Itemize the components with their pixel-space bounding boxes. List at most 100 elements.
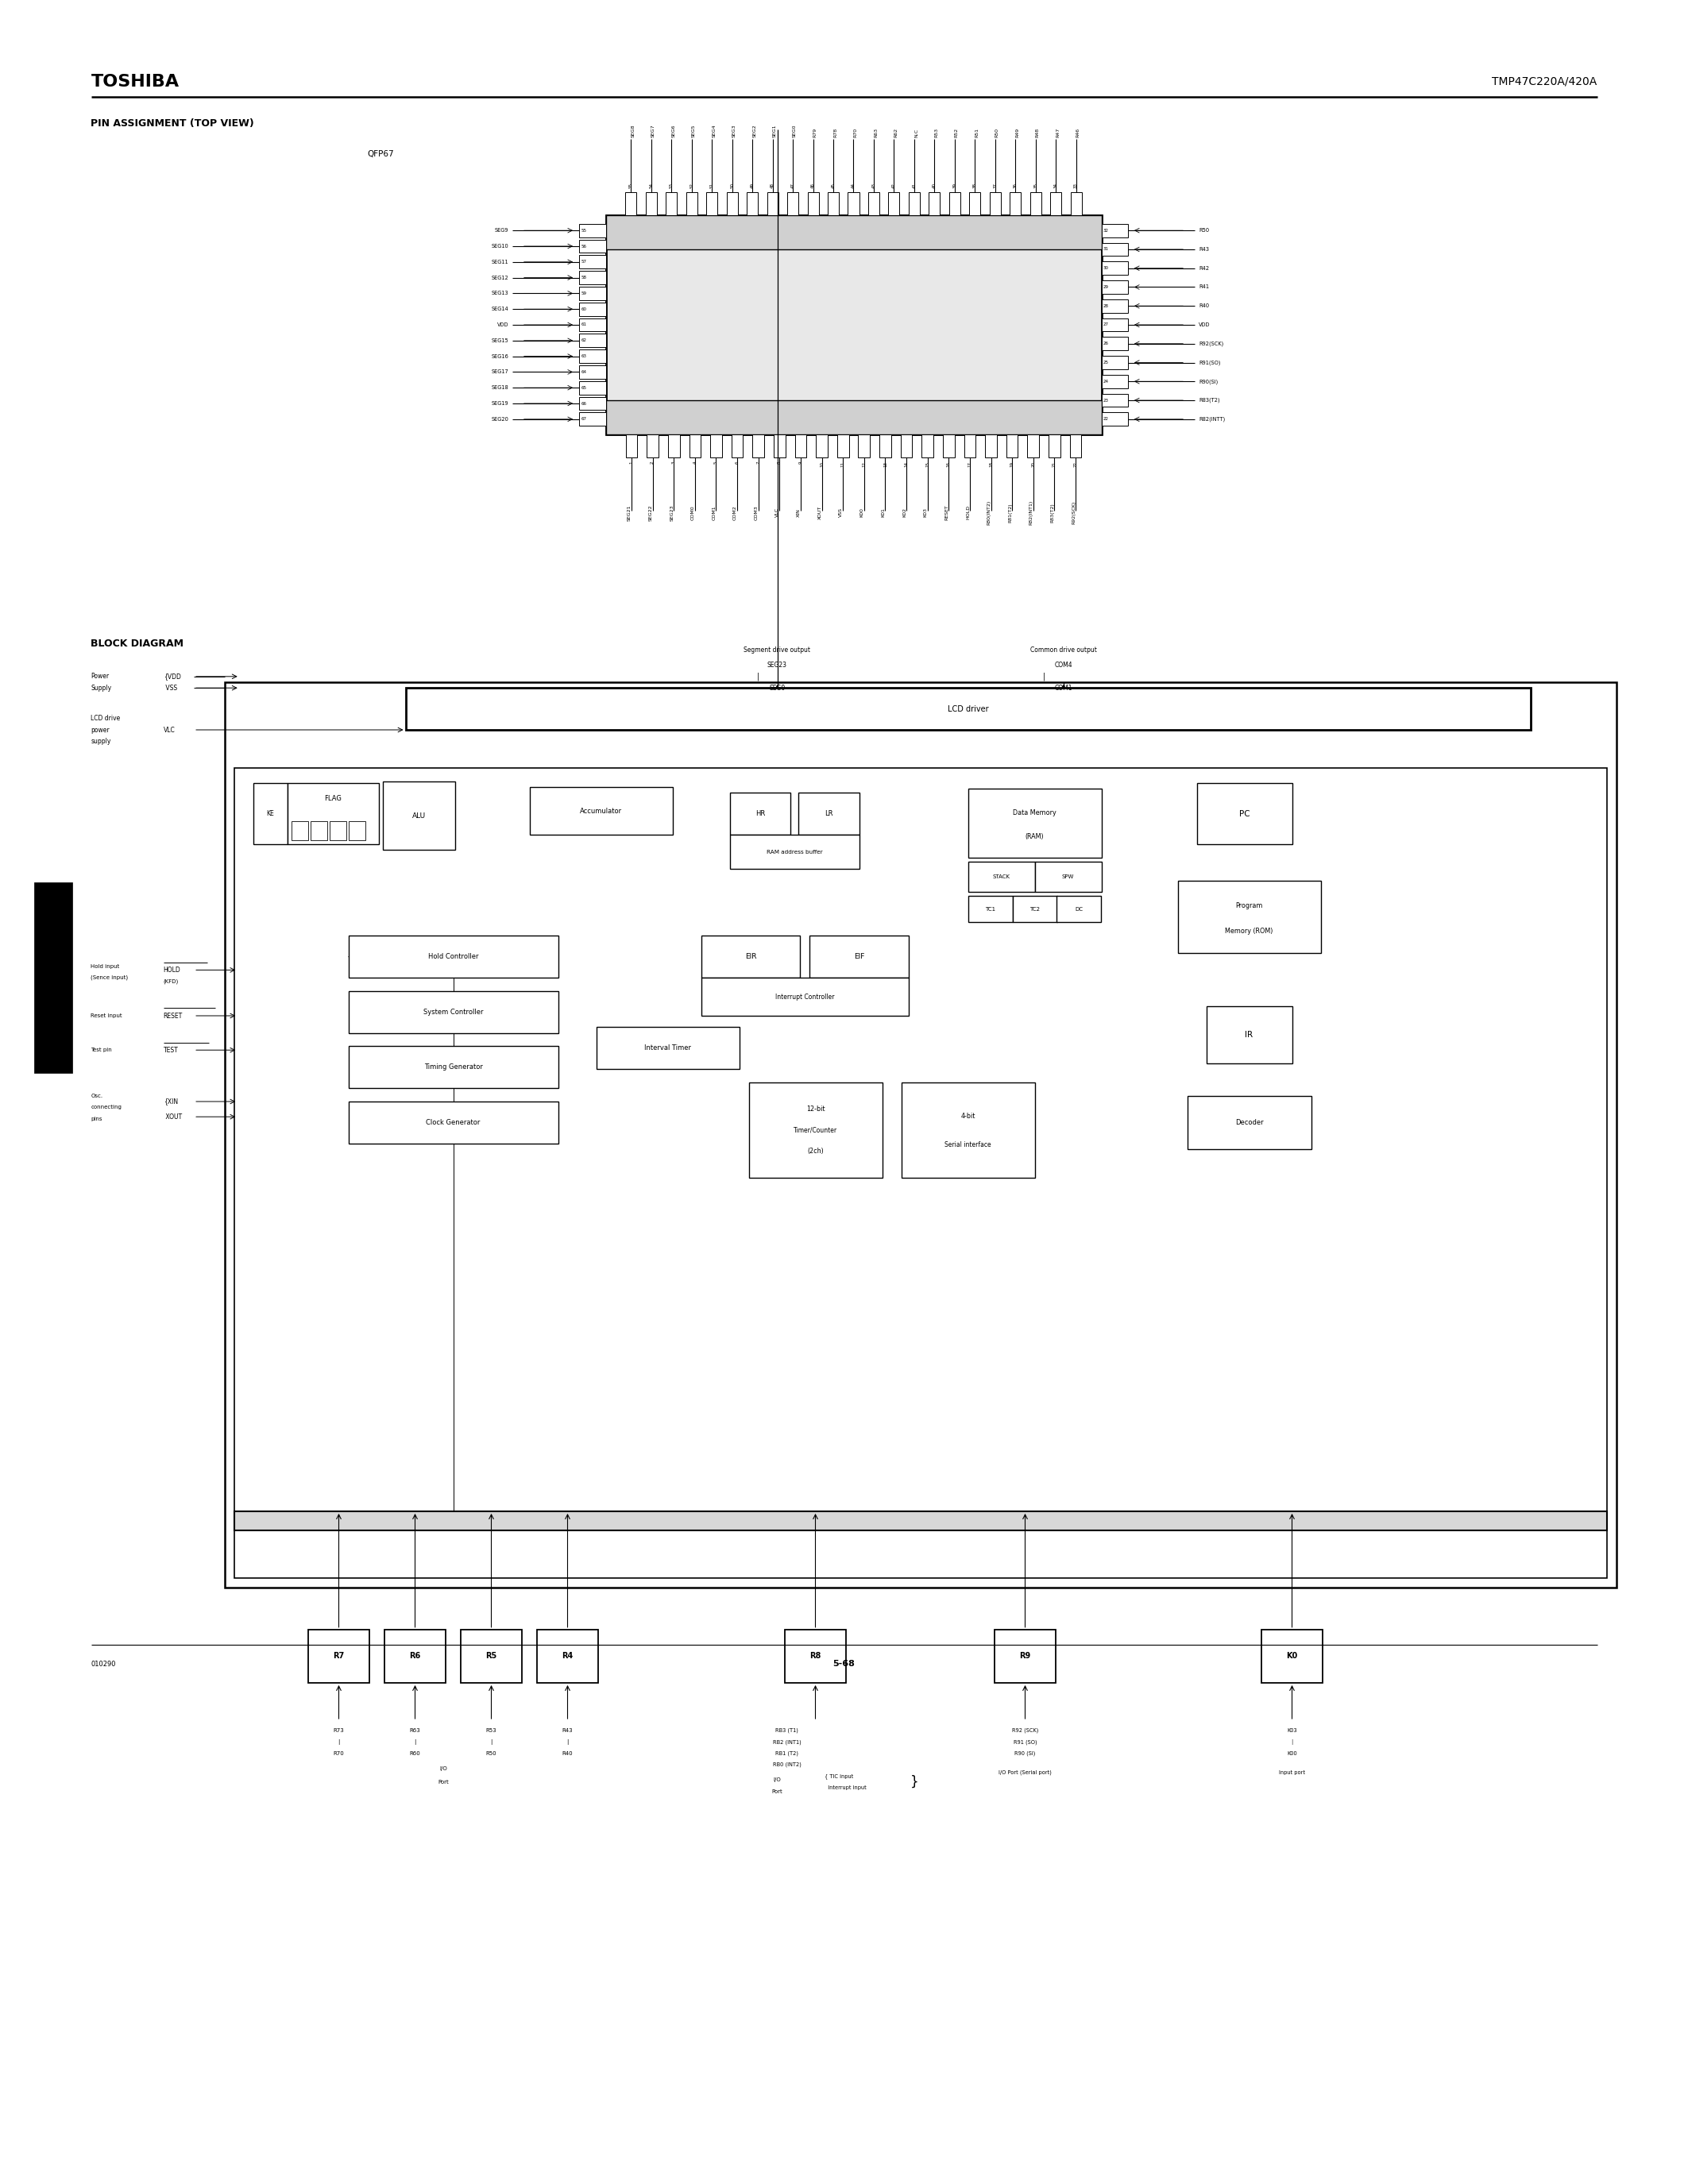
Bar [1009,192,1021,216]
Text: VSS: VSS [839,509,842,518]
Text: SEG19: SEG19 [491,402,508,406]
Text: |: | [490,1738,493,1745]
Bar [385,1629,446,1684]
Bar [706,192,717,216]
Text: 39: 39 [952,183,957,188]
Text: 36: 36 [1013,183,1018,188]
Text: VDD: VDD [1198,323,1210,328]
Bar [795,435,807,456]
Text: 56: 56 [581,245,586,249]
Text: 63: 63 [581,354,586,358]
Bar [530,786,672,834]
Bar [726,192,738,216]
Text: Reset input: Reset input [91,1013,123,1018]
Bar [1035,860,1101,891]
Text: R62: R62 [895,127,898,138]
Bar [879,435,891,456]
Bar [1050,192,1062,216]
Text: 58: 58 [581,275,586,280]
Bar [1101,242,1128,256]
Bar [928,192,940,216]
Text: C: C [297,823,300,828]
Bar [798,793,859,834]
Text: SEG21: SEG21 [628,505,631,520]
Bar [1178,880,1320,952]
Bar [964,435,976,456]
Text: SEG1: SEG1 [773,124,776,138]
Text: Serial interface: Serial interface [945,1140,991,1149]
Text: R73: R73 [333,1728,344,1732]
Bar [1101,223,1128,238]
Text: 29: 29 [1104,286,1109,288]
Text: 17: 17 [967,461,972,467]
Bar [785,1629,846,1684]
Text: STACK: STACK [993,874,1009,878]
Text: Interrupt Controller: Interrupt Controller [775,994,834,1000]
Text: SEG23: SEG23 [670,505,674,520]
Text: 27: 27 [1104,323,1109,328]
Text: SEG0: SEG0 [793,124,797,138]
Text: 60: 60 [581,308,586,310]
Text: Input port: Input port [1280,1769,1305,1776]
Text: SEG10: SEG10 [491,245,508,249]
Bar [773,435,785,456]
Text: LCD drive: LCD drive [91,714,120,723]
Text: 42: 42 [891,183,896,188]
Text: R46: R46 [1075,127,1080,138]
Text: }: } [910,1776,918,1789]
Text: R70: R70 [333,1752,344,1756]
Text: Port: Port [771,1789,783,1793]
Text: |: | [567,1738,569,1745]
Text: R41: R41 [1198,284,1209,290]
Text: 51: 51 [711,183,714,188]
Text: XOUT: XOUT [819,507,822,520]
Text: R53: R53 [935,127,939,138]
Bar [1187,1096,1312,1149]
Text: I/O Port (Serial port): I/O Port (Serial port) [999,1769,1052,1776]
Text: Segment drive output: Segment drive output [744,646,810,653]
Text: SEG2: SEG2 [753,124,756,138]
Text: R60: R60 [410,1752,420,1756]
Bar [967,788,1101,858]
Text: 44: 44 [851,183,856,188]
Text: R50: R50 [486,1752,496,1756]
Text: 9: 9 [798,461,803,463]
Bar [1207,1007,1291,1064]
Bar [579,365,606,378]
Text: 5: 5 [714,461,717,463]
Text: R81(T2): R81(T2) [1008,502,1013,522]
Text: R47: R47 [1055,127,1060,138]
Text: R91(SO): R91(SO) [1198,360,1220,365]
Bar [1101,319,1128,332]
Text: Interval Timer: Interval Timer [645,1044,690,1053]
Bar [701,978,908,1016]
Text: R8: R8 [810,1653,820,1660]
Bar [847,192,859,216]
Text: R49: R49 [1014,127,1020,138]
Text: 47: 47 [792,183,795,188]
Bar [749,1083,883,1177]
Text: R82(INTT): R82(INTT) [1198,417,1225,422]
Text: SPW: SPW [1062,874,1074,878]
Text: LCD driver: LCD driver [947,705,989,712]
Bar [1101,299,1128,312]
Text: 5-68: 5-68 [832,1660,856,1669]
Text: FLAG: FLAG [324,795,341,802]
Bar [689,435,701,456]
Bar [537,1629,598,1684]
Bar [766,192,778,216]
Text: 64: 64 [581,369,586,373]
Text: RB3 (T1): RB3 (T1) [775,1728,798,1734]
Text: 3: 3 [672,461,675,463]
Bar [967,895,1013,922]
Bar [753,435,765,456]
Text: 19: 19 [1009,461,1014,467]
Text: 24: 24 [1104,380,1109,384]
Text: LR: LR [824,810,832,817]
Bar [1070,192,1082,216]
Bar [729,793,790,834]
Bar [579,413,606,426]
Text: 53: 53 [670,183,674,188]
Text: Decoder: Decoder [1236,1118,1263,1127]
Text: QFP67: QFP67 [368,151,393,157]
